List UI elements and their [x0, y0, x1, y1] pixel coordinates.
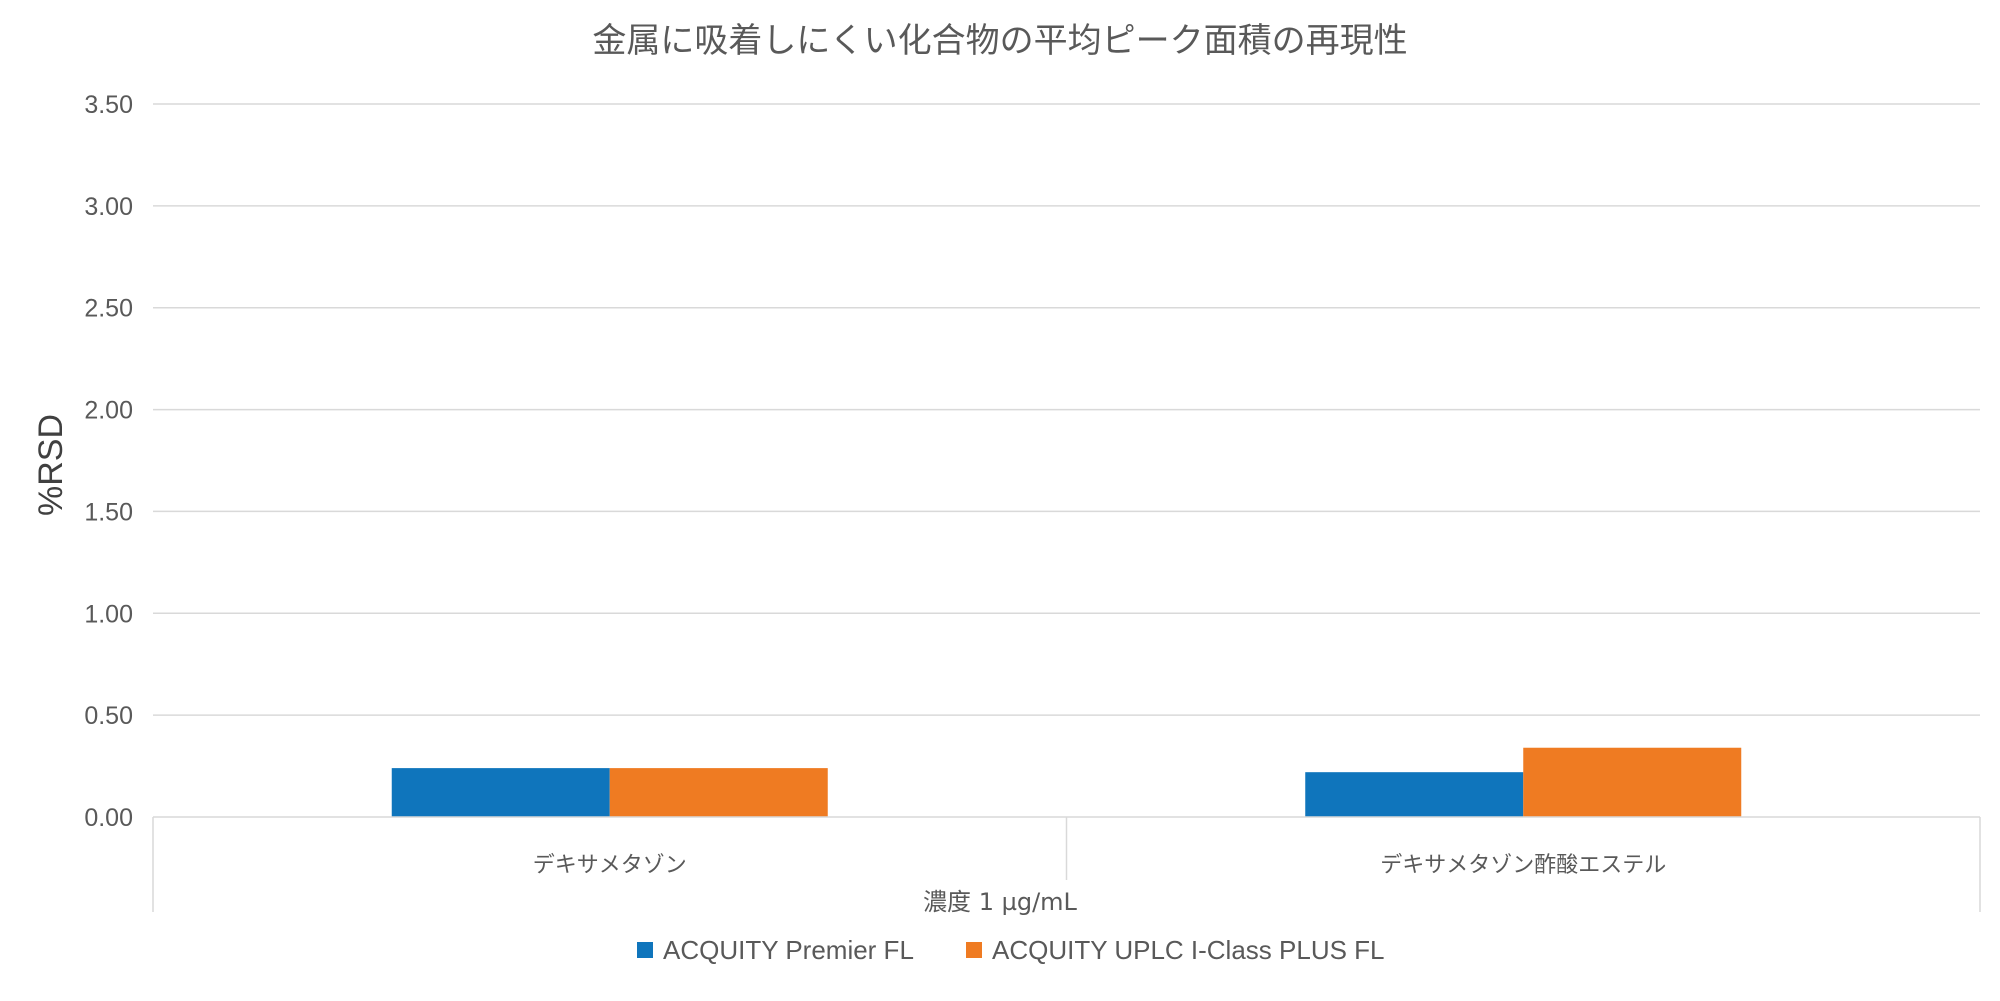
legend-label: ACQUITY Premier FL — [663, 935, 914, 965]
bars — [391, 747, 1742, 817]
y-tick-label: 0.50 — [84, 702, 133, 730]
y-tick-label: 2.00 — [84, 397, 133, 425]
y-axis-ticks: 0.00 0.50 1.00 1.50 2.00 2.50 3.00 3.50 — [84, 91, 133, 832]
x-category-label: デキサメタゾン酢酸エステル — [1380, 853, 1666, 878]
bar — [1305, 772, 1524, 817]
legend-swatch — [966, 942, 982, 958]
y-tick-label: 0.00 — [84, 804, 133, 832]
bar — [609, 768, 828, 817]
x-axis — [152, 816, 1981, 912]
y-axis-label: %RSD — [32, 414, 70, 516]
y-tick-label: 3.00 — [84, 193, 133, 221]
y-tick-label: 1.00 — [84, 600, 133, 628]
gridlines — [153, 103, 1980, 716]
y-tick-label: 3.50 — [84, 91, 133, 119]
legend: ACQUITY Premier FL ACQUITY UPLC I-Class P… — [637, 935, 1385, 965]
x-category-label: デキサメタゾン — [533, 853, 687, 878]
chart-title: 金属に吸着しにくい化合物の平均ピーク面積の再現性 — [592, 21, 1407, 61]
y-tick-label: 2.50 — [84, 295, 133, 323]
x-axis-categories: デキサメタゾン デキサメタゾン酢酸エステル — [533, 853, 1667, 878]
bar — [391, 768, 610, 817]
legend-label: ACQUITY UPLC I-Class PLUS FL — [992, 935, 1385, 965]
bar — [1523, 747, 1742, 817]
y-tick-label: 1.50 — [84, 498, 133, 526]
legend-swatch — [637, 942, 653, 958]
x-axis-label: 濃度 1 µg/mL — [923, 888, 1077, 916]
